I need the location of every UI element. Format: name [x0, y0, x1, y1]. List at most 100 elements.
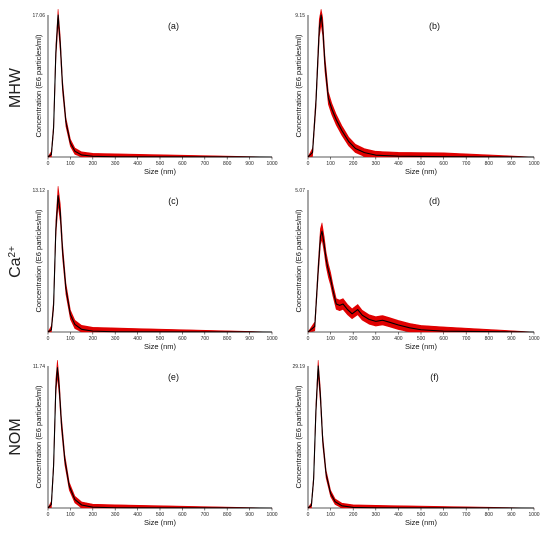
x-tick-label: 100: [326, 512, 335, 518]
x-tick-label: 200: [349, 161, 358, 167]
x-tick-label: 900: [245, 512, 254, 518]
y-max-label: 29.19: [292, 364, 305, 370]
x-tick-label: 800: [485, 161, 494, 167]
x-tick-label: 100: [66, 161, 75, 167]
x-tick-label: 0: [307, 161, 310, 167]
x-tick-label: 700: [201, 336, 210, 342]
x-axis-title: Size (nm): [144, 342, 177, 351]
x-tick-label: 600: [178, 512, 187, 518]
series-line: [47, 195, 273, 333]
x-tick-label: 0: [47, 161, 50, 167]
x-tick-label: 400: [394, 512, 403, 518]
x-tick-label: 700: [201, 512, 210, 518]
x-tick-label: 200: [349, 336, 358, 342]
x-tick-label: 400: [133, 336, 142, 342]
x-tick-label: 1000: [266, 512, 277, 518]
y-max-label: 9.15: [295, 13, 305, 19]
chart-panel-5: 0 100 200 300 400 500 600 700 800 900 1000 11.74 Siz…: [33, 360, 278, 527]
x-tick-label: 600: [178, 336, 187, 342]
chart-panel-1: 0 100 200 300 400 500 600 700 800 900 1000 17.06 Siz…: [32, 9, 278, 176]
x-tick-label: 900: [507, 161, 516, 167]
x-tick-label: 0: [307, 336, 310, 342]
x-tick-label: 200: [349, 512, 358, 518]
x-tick-label: 500: [156, 161, 165, 167]
error-band: [47, 9, 273, 158]
x-tick-label: 1000: [528, 512, 539, 518]
y-max-label: 17.06: [32, 13, 45, 19]
x-tick-label: 800: [223, 336, 232, 342]
x-tick-label: 200: [89, 336, 98, 342]
error-band: [47, 360, 273, 509]
x-tick-label: 500: [156, 512, 165, 518]
error-band: [47, 186, 273, 333]
panel-letter: (f): [430, 372, 439, 382]
x-tick-label: 700: [462, 336, 471, 342]
error-band: [307, 360, 535, 509]
x-tick-label: 400: [133, 512, 142, 518]
y-axis-title: Concentration (E6 particles/ml): [34, 385, 43, 488]
x-tick-label: 1000: [528, 161, 539, 167]
x-tick-label: 300: [111, 336, 120, 342]
x-tick-label: 700: [462, 512, 471, 518]
x-tick-label: 1000: [266, 161, 277, 167]
x-tick-label: 100: [326, 336, 335, 342]
panel-letter: (d): [429, 196, 440, 206]
y-axis-title: Concentration (E6 particles/ml): [294, 34, 303, 137]
x-tick-label: 800: [485, 512, 494, 518]
x-axis-title: Size (nm): [144, 518, 177, 527]
error-band: [307, 222, 535, 333]
y-max-label: 13.12: [32, 188, 45, 194]
x-tick-label: 300: [111, 512, 120, 518]
x-tick-label: 0: [47, 512, 50, 518]
panel-letter: (a): [168, 21, 179, 31]
series-line: [307, 365, 535, 509]
x-tick-label: 600: [439, 336, 448, 342]
x-tick-label: 900: [245, 336, 254, 342]
x-tick-label: 300: [372, 512, 381, 518]
x-tick-label: 500: [417, 161, 426, 167]
x-tick-label: 900: [245, 161, 254, 167]
x-tick-label: 500: [417, 336, 426, 342]
panel-letter: (b): [429, 21, 440, 31]
row-label-ca-superscript: 2+: [7, 246, 18, 258]
x-tick-label: 600: [439, 512, 448, 518]
x-tick-label: 0: [47, 336, 50, 342]
series-line: [307, 14, 535, 158]
y-max-label: 11.74: [33, 364, 45, 370]
row-label-mhw: MHW: [7, 67, 24, 108]
x-tick-label: 700: [462, 161, 471, 167]
x-tick-label: 100: [66, 336, 75, 342]
x-tick-label: 400: [394, 161, 403, 167]
panels: 0 100 200 300 400 500 600 700 800 900 100017.06Siz…: [32, 9, 540, 527]
panel-letter: (c): [168, 196, 179, 206]
x-tick-label: 800: [485, 336, 494, 342]
x-tick-label: 0: [307, 512, 310, 518]
x-tick-label: 900: [507, 336, 516, 342]
x-tick-label: 300: [372, 161, 381, 167]
x-tick-label: 600: [439, 161, 448, 167]
series-line: [47, 367, 273, 509]
x-tick-label: 700: [201, 161, 210, 167]
series-line: [47, 14, 273, 158]
x-tick-label: 500: [417, 512, 426, 518]
x-tick-label: 1000: [266, 336, 277, 342]
x-axis-title: Size (nm): [405, 342, 438, 351]
chart-panel-6: 0 100 200 300 400 500 600 700 800 900 1000 29.19 Siz…: [292, 360, 540, 527]
y-axis-title: Concentration (E6 particles/ml): [294, 209, 303, 312]
x-tick-label: 400: [133, 161, 142, 167]
row-label-ca-base: Ca: [7, 257, 24, 278]
x-tick-label: 100: [326, 161, 335, 167]
x-tick-label: 300: [111, 161, 120, 167]
x-tick-label: 800: [223, 512, 232, 518]
x-tick-label: 1000: [528, 336, 539, 342]
row-label-nom: NOM: [7, 418, 24, 455]
y-axis-title: Concentration (E6 particles/ml): [34, 34, 43, 137]
series-line: [307, 230, 535, 333]
x-tick-label: 500: [156, 336, 165, 342]
x-tick-label: 300: [372, 336, 381, 342]
x-axis-title: Size (nm): [144, 167, 177, 176]
chart-panel-2: 0 100 200 300 400 500 600 700 800 900 1000 9.15 Size…: [294, 9, 540, 176]
x-tick-label: 800: [223, 161, 232, 167]
x-tick-label: 600: [178, 161, 187, 167]
